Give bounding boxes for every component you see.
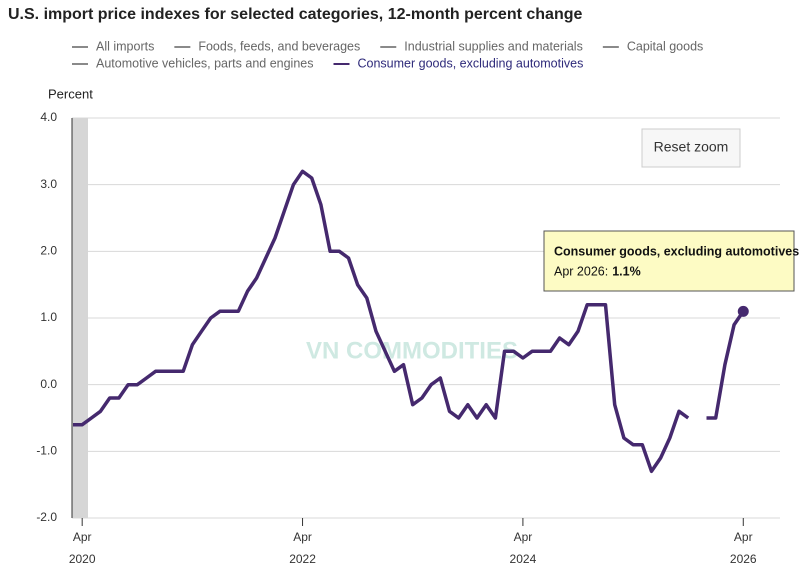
y-tick-label: 1.0	[40, 310, 57, 324]
x-tick-year: 2024	[510, 552, 537, 566]
x-tick-year: 2022	[289, 552, 316, 566]
legend-label[interactable]: Capital goods	[627, 39, 703, 53]
highlight-point	[737, 305, 749, 317]
reset-zoom-button[interactable]: Reset zoom	[641, 128, 741, 168]
y-tick-label: 0.0	[40, 377, 57, 391]
plot-band	[72, 118, 88, 518]
legend-item[interactable]: Automotive vehicles, parts and engines	[72, 56, 314, 70]
x-tick-label: Apr	[734, 530, 753, 544]
y-axis-label: Percent	[48, 86, 93, 101]
x-tick-label: Apr	[514, 530, 533, 544]
legend-item[interactable]: Consumer goods, excluding automotives	[333, 56, 584, 70]
legend-label[interactable]: Foods, feeds, and beverages	[198, 39, 360, 53]
y-tick-label: 4.0	[40, 110, 57, 124]
x-tick-label: Apr	[73, 530, 92, 544]
legend-item[interactable]: Industrial supplies and materials	[380, 39, 583, 53]
x-tick-label: Apr	[293, 530, 312, 544]
x-tick-year: 2020	[69, 552, 96, 566]
y-tick-label: 3.0	[40, 177, 57, 191]
reset-button-box[interactable]	[641, 128, 741, 168]
legend-label[interactable]: Industrial supplies and materials	[404, 39, 583, 53]
tooltip-box	[543, 230, 795, 292]
watermark: VN COMMODITIES	[306, 337, 518, 364]
legend-label[interactable]: Automotive vehicles, parts and engines	[96, 56, 314, 70]
legend-label[interactable]: Consumer goods, excluding automotives	[358, 56, 584, 70]
y-tick-label: -1.0	[36, 444, 57, 458]
y-tick-label: -2.0	[36, 510, 57, 524]
tooltip: Consumer goods, excluding automotives Apr…	[543, 230, 799, 292]
reset-button-label[interactable]: Reset zoom	[654, 139, 729, 155]
tooltip-value: 1.1%	[612, 264, 641, 278]
legend-item[interactable]: All imports	[72, 39, 154, 53]
y-tick-label: 2.0	[40, 244, 57, 258]
x-tick-year: 2026	[730, 552, 757, 566]
tooltip-label: Apr 2026:	[554, 264, 608, 278]
series-line	[73, 169, 745, 474]
legend-label[interactable]: All imports	[96, 39, 154, 53]
legend-item[interactable]: Capital goods	[602, 39, 703, 53]
chart-title: U.S. import price indexes for selected c…	[8, 6, 582, 23]
legend-item[interactable]: Foods, feeds, and beverages	[174, 39, 360, 53]
tooltip-title: Consumer goods, excluding automotives	[554, 244, 799, 258]
